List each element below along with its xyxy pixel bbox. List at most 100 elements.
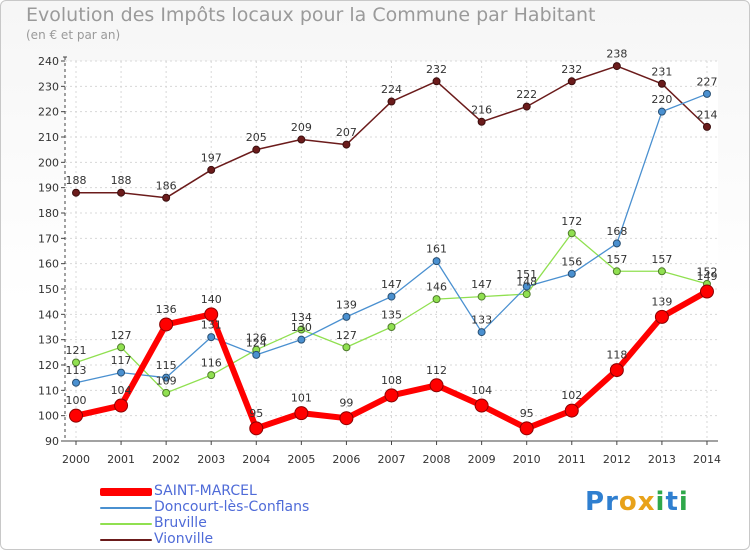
data-point: [252, 350, 261, 359]
data-label: 116: [201, 357, 222, 370]
legend-swatch: [100, 523, 152, 525]
x-tick-label: 2011: [558, 453, 586, 466]
data-point: [72, 378, 80, 387]
data-point: [567, 229, 576, 238]
y-tick-label: 180: [38, 207, 59, 220]
data-label: 147: [381, 278, 402, 291]
data-label: 102: [561, 389, 582, 402]
data-point: [162, 373, 171, 382]
logo-letter: i: [678, 487, 689, 517]
data-labels: 188 188 186 197 205 209 207 224 232 216 222 232 238 2…: [66, 48, 718, 420]
data-label: 188: [66, 174, 87, 187]
data-label: 209: [291, 121, 312, 134]
x-tick-label: 2013: [648, 453, 676, 466]
data-label: 136: [156, 303, 177, 316]
legend-item-vionville[interactable]: Vionville: [100, 531, 360, 548]
data-label: 238: [606, 48, 627, 61]
data-point: [387, 292, 396, 301]
data-point: [522, 290, 531, 299]
y-tick-label: 170: [38, 232, 59, 245]
data-label: 101: [291, 392, 312, 405]
data-label: 127: [336, 329, 357, 342]
data-point: [432, 257, 441, 266]
data-point: [477, 117, 486, 126]
legend-label: Bruville: [154, 515, 207, 531]
data-label: 126: [246, 331, 267, 344]
x-tick-label: 2002: [152, 453, 180, 466]
data-point: [612, 239, 621, 248]
logo-letter: o: [618, 487, 638, 517]
legend-swatch: [100, 507, 152, 509]
data-point: [339, 411, 354, 426]
logo-letter: i: [655, 487, 666, 517]
data-point: [567, 269, 576, 278]
legend-item-saint-marcel[interactable]: SAINT-MARCEL: [100, 483, 360, 500]
data-point: [612, 62, 621, 71]
data-label: 197: [201, 151, 222, 164]
x-tick-label: 2007: [377, 453, 405, 466]
data-point: [159, 317, 174, 332]
data-label: 100: [66, 394, 87, 407]
data-point: [114, 398, 129, 413]
data-point: [207, 371, 216, 380]
data-label: 131: [201, 319, 222, 332]
data-point: [699, 284, 714, 299]
data-label: 95: [520, 407, 534, 420]
legend-swatch: [100, 539, 152, 541]
data-point: [207, 165, 216, 174]
data-point: [657, 267, 666, 276]
data-point: [342, 140, 351, 149]
data-label: 214: [696, 108, 717, 121]
data-point: [384, 388, 399, 403]
data-label: 121: [66, 344, 87, 357]
data-label: 134: [291, 311, 312, 324]
chart-title: Evolution des Impôts locaux pour la Comm…: [26, 4, 596, 26]
logo-letter: x: [637, 487, 656, 517]
series-saint-marcel: [69, 284, 714, 436]
data-label: 220: [651, 93, 672, 106]
data-label: 135: [381, 309, 402, 322]
data-point: [342, 343, 351, 352]
legend: SAINT-MARCEL Doncourt-lès-Conflans Bruvi…: [100, 483, 360, 548]
data-label: 149: [696, 270, 717, 283]
data-point: [654, 309, 669, 324]
data-label: 108: [381, 374, 402, 387]
data-point: [207, 333, 216, 342]
data-label: 112: [426, 364, 447, 377]
data-label: 172: [561, 215, 582, 228]
logo-letter: P: [585, 487, 606, 517]
legend-item-bruville[interactable]: Bruville: [100, 515, 360, 532]
data-label: 104: [111, 384, 132, 397]
x-tick-label: 2008: [423, 453, 451, 466]
legend-item-doncourt[interactable]: Doncourt-lès-Conflans: [100, 499, 360, 516]
data-point: [702, 89, 711, 98]
data-label: 232: [561, 63, 582, 76]
data-label: 146: [426, 281, 447, 294]
data-point: [522, 102, 531, 111]
data-point: [117, 343, 126, 352]
data-label: 124: [246, 336, 267, 349]
data-point: [72, 188, 80, 197]
data-point: [477, 328, 486, 337]
data-point: [117, 188, 126, 197]
grid: [65, 60, 718, 442]
series-group: [69, 62, 714, 436]
y-tick-label: 160: [38, 258, 59, 271]
data-label: 231: [651, 65, 672, 78]
data-point: [567, 77, 576, 86]
data-label: 152: [696, 265, 717, 278]
data-label: 113: [66, 364, 87, 377]
data-label: 133: [471, 314, 492, 327]
data-point: [162, 193, 171, 202]
x-tick-label: 2012: [603, 453, 631, 466]
data-label: 127: [111, 329, 132, 342]
data-point: [387, 323, 396, 331]
data-point: [252, 145, 261, 154]
data-point: [387, 97, 396, 106]
data-label: 186: [156, 179, 177, 192]
data-label: 117: [111, 354, 132, 367]
data-point: [72, 358, 80, 367]
data-label: 140: [201, 293, 222, 306]
data-label: 115: [156, 359, 177, 372]
y-tick-label: 150: [38, 283, 59, 296]
